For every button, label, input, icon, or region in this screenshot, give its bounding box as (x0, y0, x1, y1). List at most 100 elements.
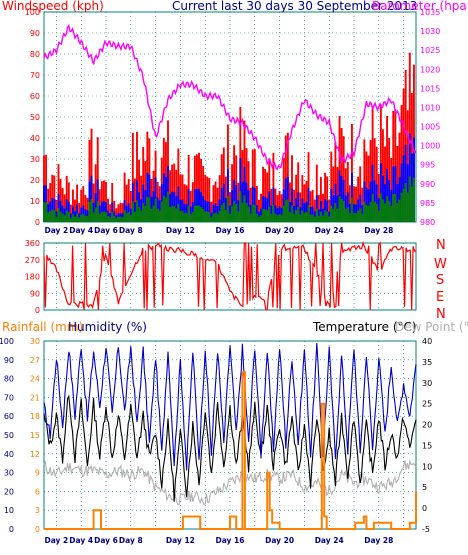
dir-y-tick: 90 (30, 289, 40, 298)
humidity-y-tick: 20 (4, 487, 14, 496)
baro-y-tick: 1035 (420, 8, 440, 17)
temperature-label: Temperature (°C) (312, 320, 417, 334)
temp-y-tick: 15 (422, 441, 432, 450)
baro-y-tick: 1025 (420, 46, 440, 55)
baro-y-tick: 1005 (420, 123, 440, 132)
temp-y-tick: 5 (422, 483, 427, 492)
x-tick-label: Day 12 (166, 536, 195, 545)
x-tick-label: Day 8 (119, 536, 143, 545)
baro-y-tick: 980 (420, 218, 435, 227)
barometer-label: Barometer (hpa) (372, 0, 468, 13)
wind-y-tick: 10 (30, 197, 40, 206)
temperature-line (43, 394, 417, 502)
rain-y-tick: 18 (30, 412, 40, 421)
wind-y-tick: 0 (35, 218, 40, 227)
temp-y-tick: 10 (422, 462, 432, 471)
rain-y-tick: 24 (30, 375, 40, 384)
humidity-y-tick: 40 (4, 450, 14, 459)
rain-y-tick: 9 (35, 469, 40, 478)
rain-y-tick: 12 (30, 450, 40, 459)
chart-title: Current last 30 days 30 September 2013 (172, 0, 417, 13)
rain-y-tick: 21 (30, 393, 40, 402)
rain-y-tick: 30 (30, 337, 40, 346)
x-tick-label: Day 2 (45, 536, 69, 545)
x-tick-label: Day 16 (216, 536, 245, 545)
compass-s: S (436, 273, 444, 288)
x-tick-label: Day 4 (69, 226, 93, 235)
wind-y-tick: 40 (30, 134, 40, 143)
barometer-line (43, 24, 417, 171)
chart-marks (43, 24, 417, 530)
rainfall-label: Rainfall (mm) (2, 320, 83, 334)
x-tick-label: Day 12 (166, 226, 195, 235)
baro-y-tick: 990 (420, 180, 435, 189)
temp-y-tick: 25 (422, 400, 432, 409)
wind-y-tick: 100 (25, 8, 40, 17)
humidity-y-tick: 80 (4, 375, 14, 384)
x-tick-label: Day 20 (265, 226, 294, 235)
humidity-y-tick: 10 (4, 506, 14, 515)
x-tick-label: Day 4 (69, 536, 93, 545)
temp-y-tick: 35 (422, 358, 432, 367)
wind-y-tick: 50 (30, 113, 40, 122)
dir-y-tick: 0 (35, 306, 40, 315)
baro-y-tick: 1010 (420, 103, 440, 112)
x-tick-label: Day 6 (94, 536, 118, 545)
x-tick-label: Day 6 (94, 226, 118, 235)
humidity-line (43, 343, 417, 471)
humidity-y-tick: 70 (4, 393, 14, 402)
windspeed-label: Windspeed (kph) (2, 0, 104, 13)
gridlines (44, 12, 416, 529)
temp-y-tick: 30 (422, 379, 432, 388)
baro-y-tick: 1000 (420, 142, 440, 151)
x-tick-label: Day 24 (315, 226, 344, 235)
tick-labels: 0102030405060708090100980985990995100010… (0, 8, 440, 545)
humidity-y-tick: 50 (4, 431, 14, 440)
rainfall-line (44, 371, 417, 530)
temp-y-tick: 20 (422, 421, 432, 430)
x-tick-label: Day 24 (315, 536, 344, 545)
wind-y-tick: 70 (30, 71, 40, 80)
rain-y-tick: 6 (35, 487, 40, 496)
baro-y-tick: 995 (420, 161, 435, 170)
temp-y-tick: 0 (422, 504, 427, 513)
dir-y-tick: 360 (25, 239, 40, 248)
wind-y-tick: 80 (30, 50, 40, 59)
temp-y-tick: 40 (422, 337, 432, 346)
humidity-y-tick: 30 (4, 469, 14, 478)
dir-y-tick: 180 (25, 273, 40, 282)
compass-w: W (434, 257, 447, 272)
rain-y-tick: 27 (30, 356, 40, 365)
rain-y-tick: 15 (30, 431, 40, 440)
wind-direction-line (43, 241, 416, 311)
humidity-y-tick: 90 (4, 356, 14, 365)
baro-y-tick: 1020 (420, 65, 440, 74)
wind-y-tick: 30 (30, 155, 40, 164)
dewpoint-label: Dew Point (°C) (395, 320, 468, 334)
rain-y-tick: 0 (35, 525, 40, 534)
dir-y-tick: 270 (25, 256, 40, 265)
rain-y-tick: 3 (35, 506, 40, 515)
x-tick-label: Day 20 (265, 536, 294, 545)
dewpoint-line (43, 459, 417, 506)
baro-y-tick: 1030 (420, 27, 440, 36)
x-tick-label: Day 28 (364, 226, 393, 235)
wind-y-tick: 60 (30, 92, 40, 101)
x-tick-label: Day 2 (45, 226, 69, 235)
baro-y-tick: 985 (420, 199, 435, 208)
x-tick-label: Day 16 (216, 226, 245, 235)
wind-y-tick: 90 (30, 29, 40, 38)
compass-e: E (436, 290, 444, 305)
x-tick-label: Day 8 (119, 226, 143, 235)
humidity-label: Humidity (%) (68, 320, 147, 334)
compass-n-bottom: N (436, 307, 446, 322)
direction-panel-frame (43, 242, 417, 311)
humidity-y-tick: 0 (9, 525, 14, 534)
x-tick-label: Day 28 (364, 536, 393, 545)
wind-y-tick: 20 (30, 176, 40, 185)
compass-n-top: N (436, 238, 446, 253)
baro-y-tick: 1015 (420, 84, 440, 93)
temp-y-tick: -5 (422, 525, 430, 534)
humidity-y-tick: 100 (0, 337, 14, 346)
